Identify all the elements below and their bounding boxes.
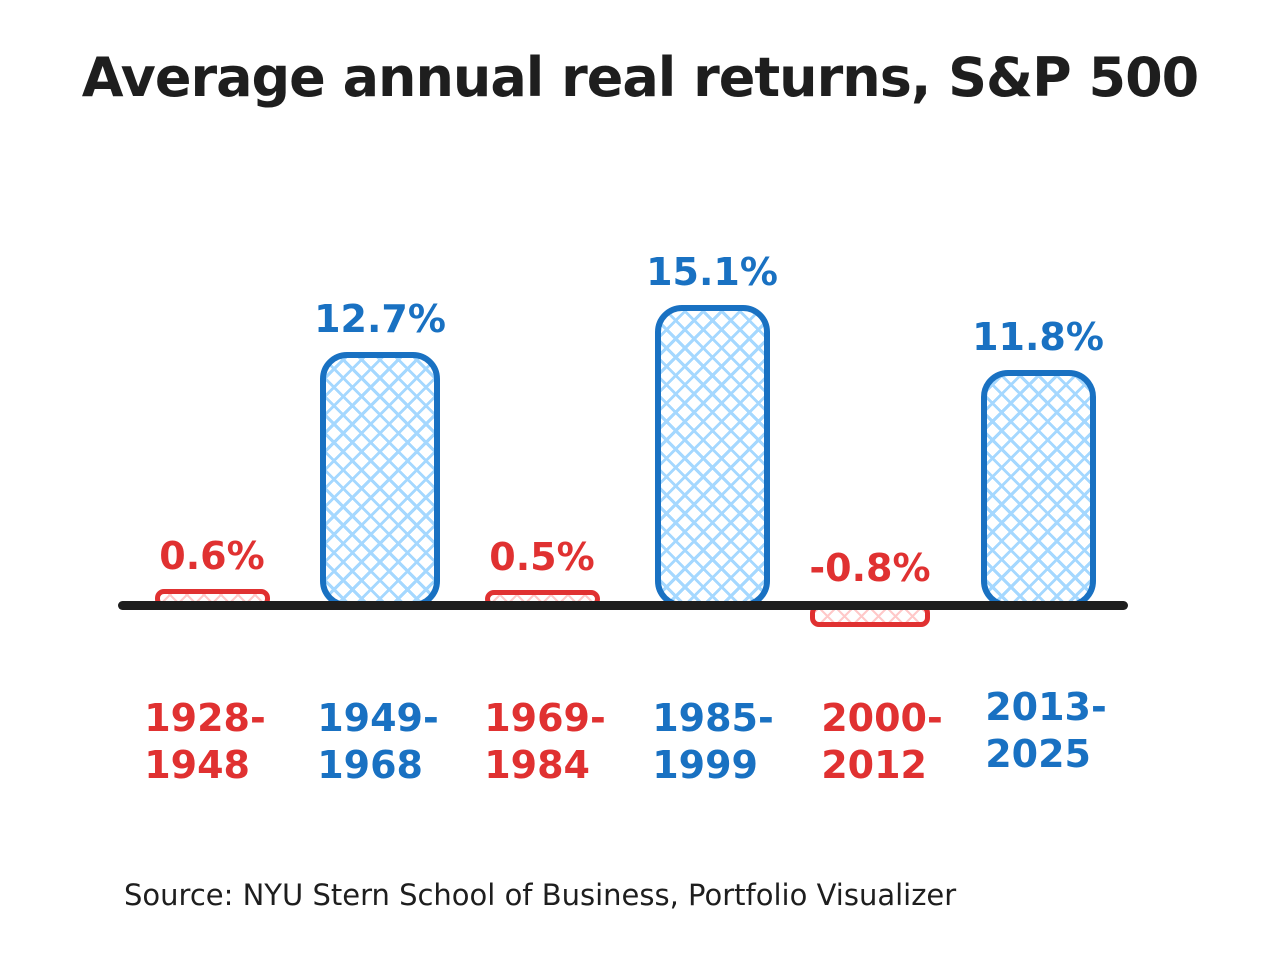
category-label: 2013- 2025	[985, 685, 1107, 776]
category-label: 2000- 2012	[821, 696, 943, 787]
bar-2013-2025	[980, 369, 1096, 608]
bar-value-label: 15.1%	[646, 250, 778, 295]
category-label: 1985- 1999	[652, 696, 774, 787]
source-note: Source: NYU Stern School of Business, Po…	[124, 878, 957, 912]
bar-value-label: 0.5%	[489, 535, 595, 579]
x-axis-line	[118, 601, 1128, 610]
bar-value-label: 0.6%	[159, 534, 265, 579]
bar-value-label: 11.8%	[972, 314, 1104, 359]
category-label: 1928- 1948	[144, 696, 266, 787]
category-label: 1949- 1968	[317, 696, 439, 787]
category-label: 1969- 1984	[484, 696, 606, 787]
bar-1949-1968	[320, 352, 440, 608]
chart-title: Average annual real returns, S&P 500	[81, 46, 1199, 109]
bar-value-label: 12.7%	[314, 297, 446, 342]
bar-1985-1999	[654, 305, 770, 608]
bar-value-label: -0.8%	[809, 546, 931, 590]
